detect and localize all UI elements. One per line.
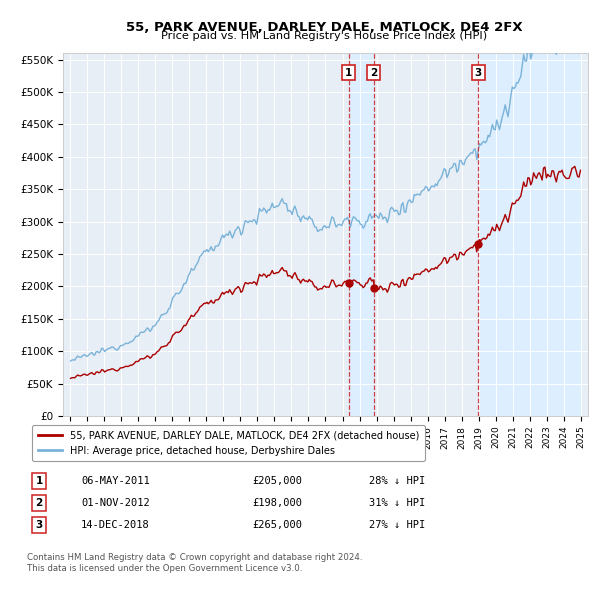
Text: 06-MAY-2011: 06-MAY-2011 bbox=[81, 476, 150, 486]
Text: 28% ↓ HPI: 28% ↓ HPI bbox=[369, 476, 425, 486]
Bar bbox=[349, 53, 374, 416]
Text: 3: 3 bbox=[475, 67, 482, 77]
Text: 14-DEC-2018: 14-DEC-2018 bbox=[81, 520, 150, 530]
Text: £205,000: £205,000 bbox=[252, 476, 302, 486]
Text: £198,000: £198,000 bbox=[252, 498, 302, 507]
Text: 2: 2 bbox=[35, 498, 43, 507]
Text: 3: 3 bbox=[35, 520, 43, 530]
Text: Contains HM Land Registry data © Crown copyright and database right 2024.: Contains HM Land Registry data © Crown c… bbox=[27, 553, 362, 562]
Text: 31% ↓ HPI: 31% ↓ HPI bbox=[369, 498, 425, 507]
Text: This data is licensed under the Open Government Licence v3.0.: This data is licensed under the Open Gov… bbox=[27, 565, 302, 573]
Text: 01-NOV-2012: 01-NOV-2012 bbox=[81, 498, 150, 507]
Legend: 55, PARK AVENUE, DARLEY DALE, MATLOCK, DE4 2FX (detached house), HPI: Average pr: 55, PARK AVENUE, DARLEY DALE, MATLOCK, D… bbox=[32, 425, 425, 461]
Bar bbox=[478, 53, 581, 416]
Text: 27% ↓ HPI: 27% ↓ HPI bbox=[369, 520, 425, 530]
Text: 55, PARK AVENUE, DARLEY DALE, MATLOCK, DE4 2FX: 55, PARK AVENUE, DARLEY DALE, MATLOCK, D… bbox=[125, 21, 523, 34]
Text: £265,000: £265,000 bbox=[252, 520, 302, 530]
Text: 1: 1 bbox=[345, 67, 352, 77]
Text: 2: 2 bbox=[370, 67, 377, 77]
Text: Price paid vs. HM Land Registry's House Price Index (HPI): Price paid vs. HM Land Registry's House … bbox=[161, 31, 487, 41]
Text: 1: 1 bbox=[35, 476, 43, 486]
